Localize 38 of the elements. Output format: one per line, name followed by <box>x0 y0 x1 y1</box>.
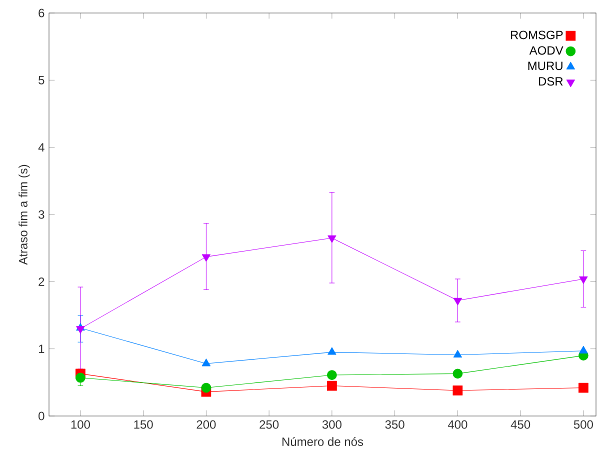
y-tick-label: 0 <box>38 412 44 420</box>
point <box>202 358 210 366</box>
point <box>328 235 336 243</box>
point <box>579 346 588 354</box>
point <box>76 326 85 334</box>
point <box>326 370 337 380</box>
y-tick-label: 5 <box>38 76 44 84</box>
point <box>76 372 86 383</box>
y-tick-label: 3 <box>38 210 44 219</box>
point <box>452 386 463 396</box>
x-axis-title: Número de nós <box>282 437 364 446</box>
point <box>579 276 588 284</box>
point <box>453 298 462 306</box>
point <box>452 368 463 379</box>
y-axis-title: Atraso fim a fim (s) <box>18 164 30 265</box>
legend-label: AODV <box>529 46 564 55</box>
y-tick-label: 6 <box>38 8 44 18</box>
point <box>578 382 588 393</box>
x-tick-label: 300 <box>322 420 342 429</box>
point <box>328 347 336 355</box>
x-tick-label: 150 <box>134 420 153 429</box>
point <box>202 254 210 262</box>
y-tick-label: 4 <box>38 143 44 152</box>
x-tick-label: 500 <box>574 420 593 429</box>
x-tick-label: 250 <box>260 420 279 429</box>
legend-label: DSR <box>538 77 563 86</box>
legend-label: ROMSGP <box>510 30 563 40</box>
y-tick-label: 1 <box>38 344 44 353</box>
point <box>326 380 337 391</box>
x-tick-label: 200 <box>196 420 216 429</box>
point <box>453 350 462 358</box>
x-tick-label: 400 <box>448 420 468 429</box>
legend-label: MURU <box>528 62 562 70</box>
x-tick-label: 350 <box>385 420 404 429</box>
point <box>201 382 212 393</box>
x-tick-label: 100 <box>71 420 90 429</box>
x-tick-label: 450 <box>510 420 530 429</box>
y-tick-label: 2 <box>38 277 44 286</box>
